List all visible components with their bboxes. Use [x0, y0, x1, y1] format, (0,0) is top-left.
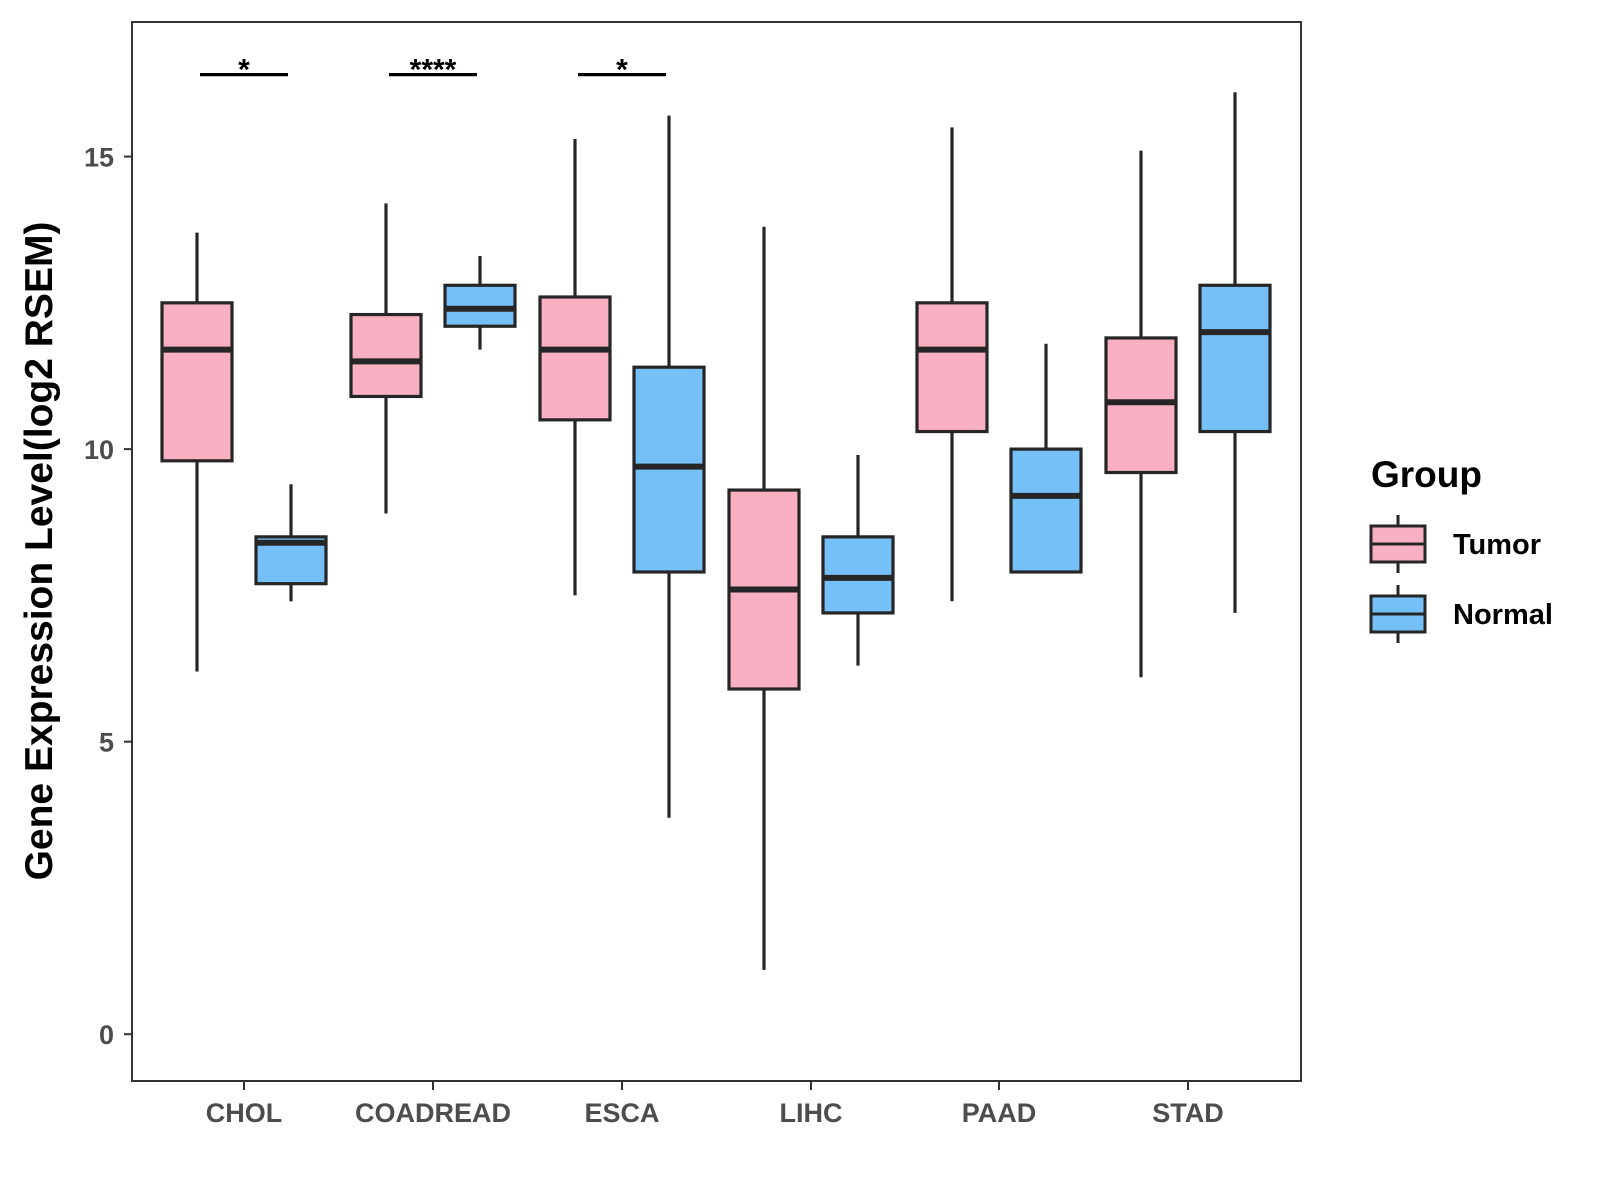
box-normal-paad	[1009, 343, 1083, 574]
x-tick-label-paad: PAAD	[962, 1098, 1037, 1128]
legend-label-tumor: Tumor	[1453, 529, 1541, 561]
y-axis-title: Gene Expression Level(log2 RSEM)	[18, 222, 61, 881]
box-tumor-lihc	[727, 226, 801, 970]
legend-title: Group	[1371, 454, 1482, 495]
y-tick-label: 15	[84, 143, 114, 173]
significance-label-coadread: ****	[410, 54, 457, 87]
x-tick-label-coadread: COADREAD	[355, 1098, 511, 1128]
box-tumor-chol	[160, 232, 234, 672]
plot-layer: * **** *	[160, 54, 1272, 970]
box-body-tumor-paad	[915, 301, 989, 434]
box-tumor-stad	[1104, 150, 1178, 678]
box-body-tumor-coadread	[349, 312, 423, 399]
legend-label-normal: Normal	[1453, 599, 1553, 631]
x-tick-label-chol: CHOL	[206, 1098, 283, 1128]
axis-layer: 0 5 10 15 CHOL COADREAD ESCA LIHC PAAD STAD	[84, 143, 1224, 1128]
box-tumor-paad	[915, 127, 989, 602]
box-normal-stad	[1198, 92, 1272, 613]
box-body-normal-stad	[1198, 283, 1272, 434]
box-body-tumor-chol	[160, 301, 234, 463]
box-body-tumor-esca	[538, 295, 612, 422]
y-tick-label: 10	[84, 435, 114, 465]
significance-label-chol: *	[238, 54, 250, 87]
box-normal-coadread	[443, 256, 517, 350]
box-body-normal-paad	[1009, 447, 1083, 574]
legend-item-tumor: Tumor	[1369, 515, 1541, 573]
box-normal-chol	[254, 484, 328, 602]
y-tick-label: 0	[99, 1020, 114, 1050]
panel-border	[131, 21, 1302, 1082]
x-tick-label-stad: STAD	[1152, 1098, 1224, 1128]
legend-item-normal: Normal	[1369, 585, 1553, 643]
y-tick-label: 5	[99, 728, 114, 758]
significance-label-esca: *	[616, 54, 628, 87]
box-tumor-esca	[538, 139, 612, 596]
legend: Group Tumor Normal	[1369, 454, 1553, 643]
x-tick-label-esca: ESCA	[584, 1098, 659, 1128]
box-normal-lihc	[821, 454, 895, 666]
box-normal-esca	[632, 115, 706, 818]
x-tick-label-lihc: LIHC	[780, 1098, 843, 1128]
box-tumor-coadread	[349, 203, 423, 514]
